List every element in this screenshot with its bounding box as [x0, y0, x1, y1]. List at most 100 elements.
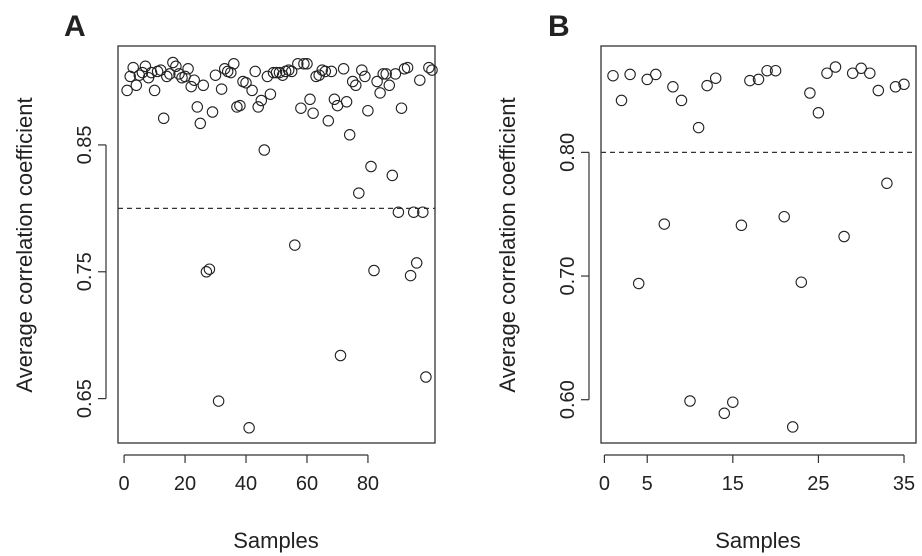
panel-a-point-98 — [417, 206, 429, 218]
panel-a-point-14 — [161, 70, 173, 83]
panel-a-point-31 — [212, 395, 225, 407]
panel-a-y-axis: 0.65 0.75 0.85 — [74, 125, 107, 418]
panel-b-y-tick-label: 0.80 — [557, 133, 579, 172]
panel-a-point-75 — [346, 75, 359, 88]
panel-a-point-17 — [170, 60, 182, 73]
panel-a-point-26 — [197, 79, 210, 92]
panel-b-point-15 — [727, 396, 739, 408]
panel-a-point-61 — [304, 93, 316, 106]
panel-b-point-14 — [718, 407, 731, 420]
panel-a-point-36 — [228, 58, 240, 70]
panel-b-points — [607, 61, 910, 433]
panel-a-point-25 — [194, 117, 207, 130]
panel-a-point-90 — [392, 206, 405, 218]
panel-a-point-58 — [295, 102, 307, 114]
panel-a-point-60 — [301, 58, 313, 70]
panel-b-x-axis: 0 5 15 25 35 — [599, 454, 915, 495]
panel-a-point-89 — [389, 68, 402, 80]
panel-a-point-33 — [218, 63, 231, 75]
panel-a-point-85 — [377, 68, 389, 80]
panel-b-point-1 — [607, 69, 619, 82]
panel-a-x-tick-label: 0 — [119, 473, 130, 495]
panel-a-point-66 — [319, 65, 332, 78]
panel-b-point-24 — [804, 87, 816, 99]
panel-b-y-tick-label: 0.60 — [557, 380, 579, 419]
panel-a-point-71 — [334, 349, 347, 362]
panel-a-point-77 — [353, 187, 365, 199]
panel-a-y-tick-label: 0.85 — [74, 125, 96, 164]
panel-a-point-46 — [258, 144, 271, 156]
panel-b-point-3 — [624, 68, 636, 81]
panel-b-x-axis-label: Samples — [715, 528, 801, 553]
panel-a-point-101 — [426, 64, 438, 76]
panel-a-point-100 — [423, 61, 435, 74]
panel-a-point-93 — [401, 61, 414, 74]
panel-b-x-tick-label: 25 — [807, 473, 829, 495]
panel-a-x-tick-label: 80 — [357, 473, 379, 495]
panel-a-point-57 — [292, 58, 304, 70]
panel-b-point-11 — [692, 121, 705, 134]
panel-a-point-94 — [404, 269, 417, 282]
panel-a-point-62 — [307, 107, 319, 119]
panel-b-label: B — [548, 10, 570, 43]
panel-a-point-18 — [173, 68, 185, 80]
panel-a-point-3 — [127, 61, 139, 74]
panel-a-point-21 — [182, 63, 194, 75]
panel-b-point-17 — [744, 74, 756, 87]
panel-a-point-56 — [289, 239, 301, 251]
panel-b-point-2 — [615, 94, 628, 107]
panel-a-point-15 — [164, 68, 176, 80]
panel-b-point-28 — [838, 230, 850, 243]
panel-b-point-12 — [701, 79, 713, 92]
panel-a-x-axis-label: Samples — [233, 528, 319, 553]
panel-a-point-68 — [325, 65, 338, 78]
panel-a-point-81 — [365, 160, 377, 173]
panel-a-point-41 — [243, 422, 255, 434]
panel-b-point-5 — [641, 73, 653, 86]
panel-a-point-55 — [285, 65, 298, 78]
panel-b-point-6 — [650, 68, 662, 81]
panel-a-point-74 — [343, 129, 356, 141]
panel-b-point-7 — [658, 218, 671, 230]
panel-a-point-80 — [362, 104, 374, 117]
panel-b-point-27 — [829, 61, 842, 73]
panel-a-point-82 — [368, 264, 380, 277]
panel-a-point-42 — [246, 84, 258, 97]
panel-b-point-25 — [812, 107, 825, 119]
panel-b-y-axis-label: Average correlation coefficient — [495, 97, 520, 392]
panel-a-label: A — [64, 10, 86, 43]
panel-b-point-34 — [889, 81, 902, 93]
panel-b-point-9 — [675, 94, 688, 107]
panel-b-point-31 — [864, 67, 876, 79]
panel-b-point-8 — [667, 81, 679, 93]
panel-b-point-20 — [769, 64, 782, 77]
panel-a-point-87 — [383, 79, 396, 92]
panel-b-point-33 — [881, 177, 893, 190]
panel-b-point-23 — [795, 276, 808, 288]
panel-a-point-91 — [395, 102, 408, 114]
panel-b-x-tick-label: 5 — [642, 473, 653, 495]
panel-a-point-44 — [252, 101, 264, 113]
panel-b-point-4 — [632, 277, 645, 290]
panel-a-point-73 — [340, 96, 353, 108]
panel-a-point-97 — [414, 74, 426, 86]
panel-b-point-21 — [778, 210, 790, 223]
panel-a-point-88 — [386, 169, 399, 182]
panel-a-point-83 — [371, 75, 383, 88]
panel-a-point-7 — [139, 60, 152, 73]
panel-a-point-50 — [270, 66, 283, 79]
panel-a-point-30 — [209, 69, 222, 81]
panel-a: A 0 20 40 60 80 0.65 0.75 0.85 Samples Average… — [12, 10, 438, 553]
panel-a-point-16 — [167, 56, 179, 69]
panel-b-plot-frame — [600, 45, 917, 444]
panel-a-point-4 — [130, 79, 143, 92]
panel-a-points — [121, 56, 438, 434]
panel-a-point-1 — [121, 84, 133, 97]
panel-a-y-tick-label: 0.65 — [74, 379, 96, 418]
panel-a-point-24 — [191, 101, 204, 113]
panel-a-point-13 — [157, 112, 170, 125]
panel-b-x-tick-label: 0 — [599, 473, 610, 495]
panel-b-point-22 — [786, 421, 799, 433]
panel-a-y-axis-label: Average correlation coefficient — [12, 97, 37, 392]
